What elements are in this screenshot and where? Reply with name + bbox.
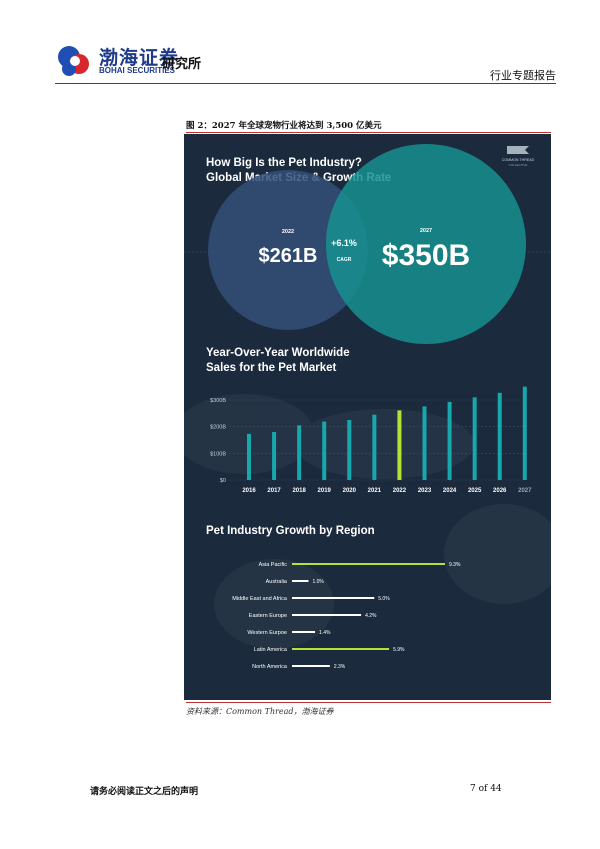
region-bar — [292, 648, 390, 650]
figure-caption: 图 2：2027 年全球宠物行业将达到 3,500 亿美元 — [186, 121, 382, 131]
bar-2017 — [272, 432, 277, 480]
region-label: Australia — [266, 579, 288, 585]
section2-title-line1: Year-Over-Year Worldwide — [206, 347, 350, 359]
region-value-label: 9.3% — [449, 562, 461, 568]
brand-name-cn: 渤海证券 — [99, 47, 180, 69]
region-value-label: 2.3% — [334, 664, 346, 670]
bar-2027 — [522, 386, 527, 480]
x-tick-label: 2024 — [443, 488, 457, 494]
x-tick-label: 2026 — [493, 488, 507, 494]
region-label: Western Eurpoe — [247, 630, 287, 636]
x-tick-label: 2019 — [318, 488, 332, 494]
header-divider — [55, 83, 556, 84]
region-bar — [292, 665, 330, 667]
growth-rate-label: +6.1% — [331, 238, 357, 248]
section3-title: Pet Industry Growth by Region — [206, 525, 375, 537]
figure-bottom-rule — [186, 702, 551, 703]
x-tick-label: 2022 — [393, 488, 407, 494]
region-value-label: 1.4% — [319, 630, 331, 636]
bar-2018 — [297, 425, 302, 480]
brand-line2: COLLECTIVE — [509, 163, 528, 167]
page-number: 7 of 44 — [470, 784, 502, 794]
bar-2021 — [372, 414, 377, 480]
brand-line1: COMMON THREAD — [502, 158, 535, 162]
x-tick-label: 2027 — [518, 488, 532, 494]
region-label: Asia Pacific — [259, 562, 288, 568]
region-value-label: 4.2% — [365, 613, 377, 619]
x-tick-label: 2021 — [368, 488, 382, 494]
y-tick-label: $200B — [210, 425, 226, 431]
bar-2019 — [322, 421, 327, 480]
bar-2024 — [447, 401, 452, 480]
x-tick-label: 2018 — [292, 488, 306, 494]
region-label: North America — [252, 664, 288, 670]
bohai-logo — [58, 46, 89, 76]
x-tick-label: 2017 — [267, 488, 281, 494]
world-map-texture — [184, 394, 551, 649]
figure-source: 资料来源：Common Thread，渤海证券 — [186, 707, 334, 716]
bar-2023 — [422, 406, 427, 480]
bar-chart-bars — [247, 386, 527, 480]
region-value-label: 5.9% — [393, 647, 405, 653]
region-bar — [292, 614, 362, 616]
footer-disclaimer: 请务必阅读正文之后的声明 — [90, 787, 199, 797]
x-tick-label: 2020 — [343, 488, 357, 494]
y-tick-label: $0 — [220, 478, 226, 484]
bubble-2027-value: $350B — [382, 239, 470, 272]
region-value-label: 1.0% — [312, 579, 324, 585]
region-label: Middle East and Africa — [232, 596, 288, 602]
bar-2016 — [247, 433, 251, 480]
infographic-canvas: How Big Is the Pet Industry? Global Mark… — [184, 144, 551, 670]
y-tick-label: $300B — [210, 398, 226, 404]
region-bar — [292, 563, 445, 565]
figure-top-rule — [186, 132, 551, 133]
x-tick-label: 2025 — [468, 488, 482, 494]
region-bar — [292, 580, 309, 582]
x-tick-label: 2023 — [418, 488, 432, 494]
x-tick-label: 2016 — [242, 488, 256, 494]
bar-2020 — [347, 420, 352, 480]
brand-mark: COMMON THREAD COLLECTIVE — [502, 146, 535, 167]
bubble-2027 — [326, 144, 526, 344]
brand-name-en: BOHAI SECURITIES — [99, 66, 176, 75]
region-label: Eastern Europe — [249, 613, 287, 619]
bar-chart-axis-labels: $0 $100B $200B $300B 2016 2017 2018 2019 2020 202… — [210, 398, 532, 494]
bar-2022 — [397, 410, 402, 480]
bar-2026 — [497, 392, 502, 480]
section1-title-line1: How Big Is the Pet Industry? — [206, 157, 362, 169]
region-label: Latin America — [254, 647, 288, 653]
brand-flag-icon — [507, 146, 529, 154]
section2-title-line2: Sales for the Pet Market — [206, 362, 337, 374]
bubble-2022 — [208, 170, 368, 330]
bubble-2022-year: 2022 — [282, 229, 294, 235]
region-bar — [292, 631, 316, 633]
region-bar-chart: Asia Pacific 9.3% Australia 1.0% Middle East… — [232, 562, 461, 670]
bar-2025 — [472, 397, 477, 480]
report-type: 行业专题报告 — [490, 69, 556, 82]
pet-industry-infographic: How Big Is the Pet Industry? Global Mark… — [184, 134, 551, 700]
institute-label: 研究所 — [162, 57, 202, 72]
bubble-2022-value: $261B — [259, 245, 318, 267]
y-tick-label: $100B — [210, 451, 226, 457]
growth-rate-unit: CAGR — [337, 257, 352, 263]
region-bar — [292, 597, 375, 599]
bubble-2027-year: 2027 — [420, 228, 432, 234]
region-value-label: 5.0% — [378, 596, 390, 602]
